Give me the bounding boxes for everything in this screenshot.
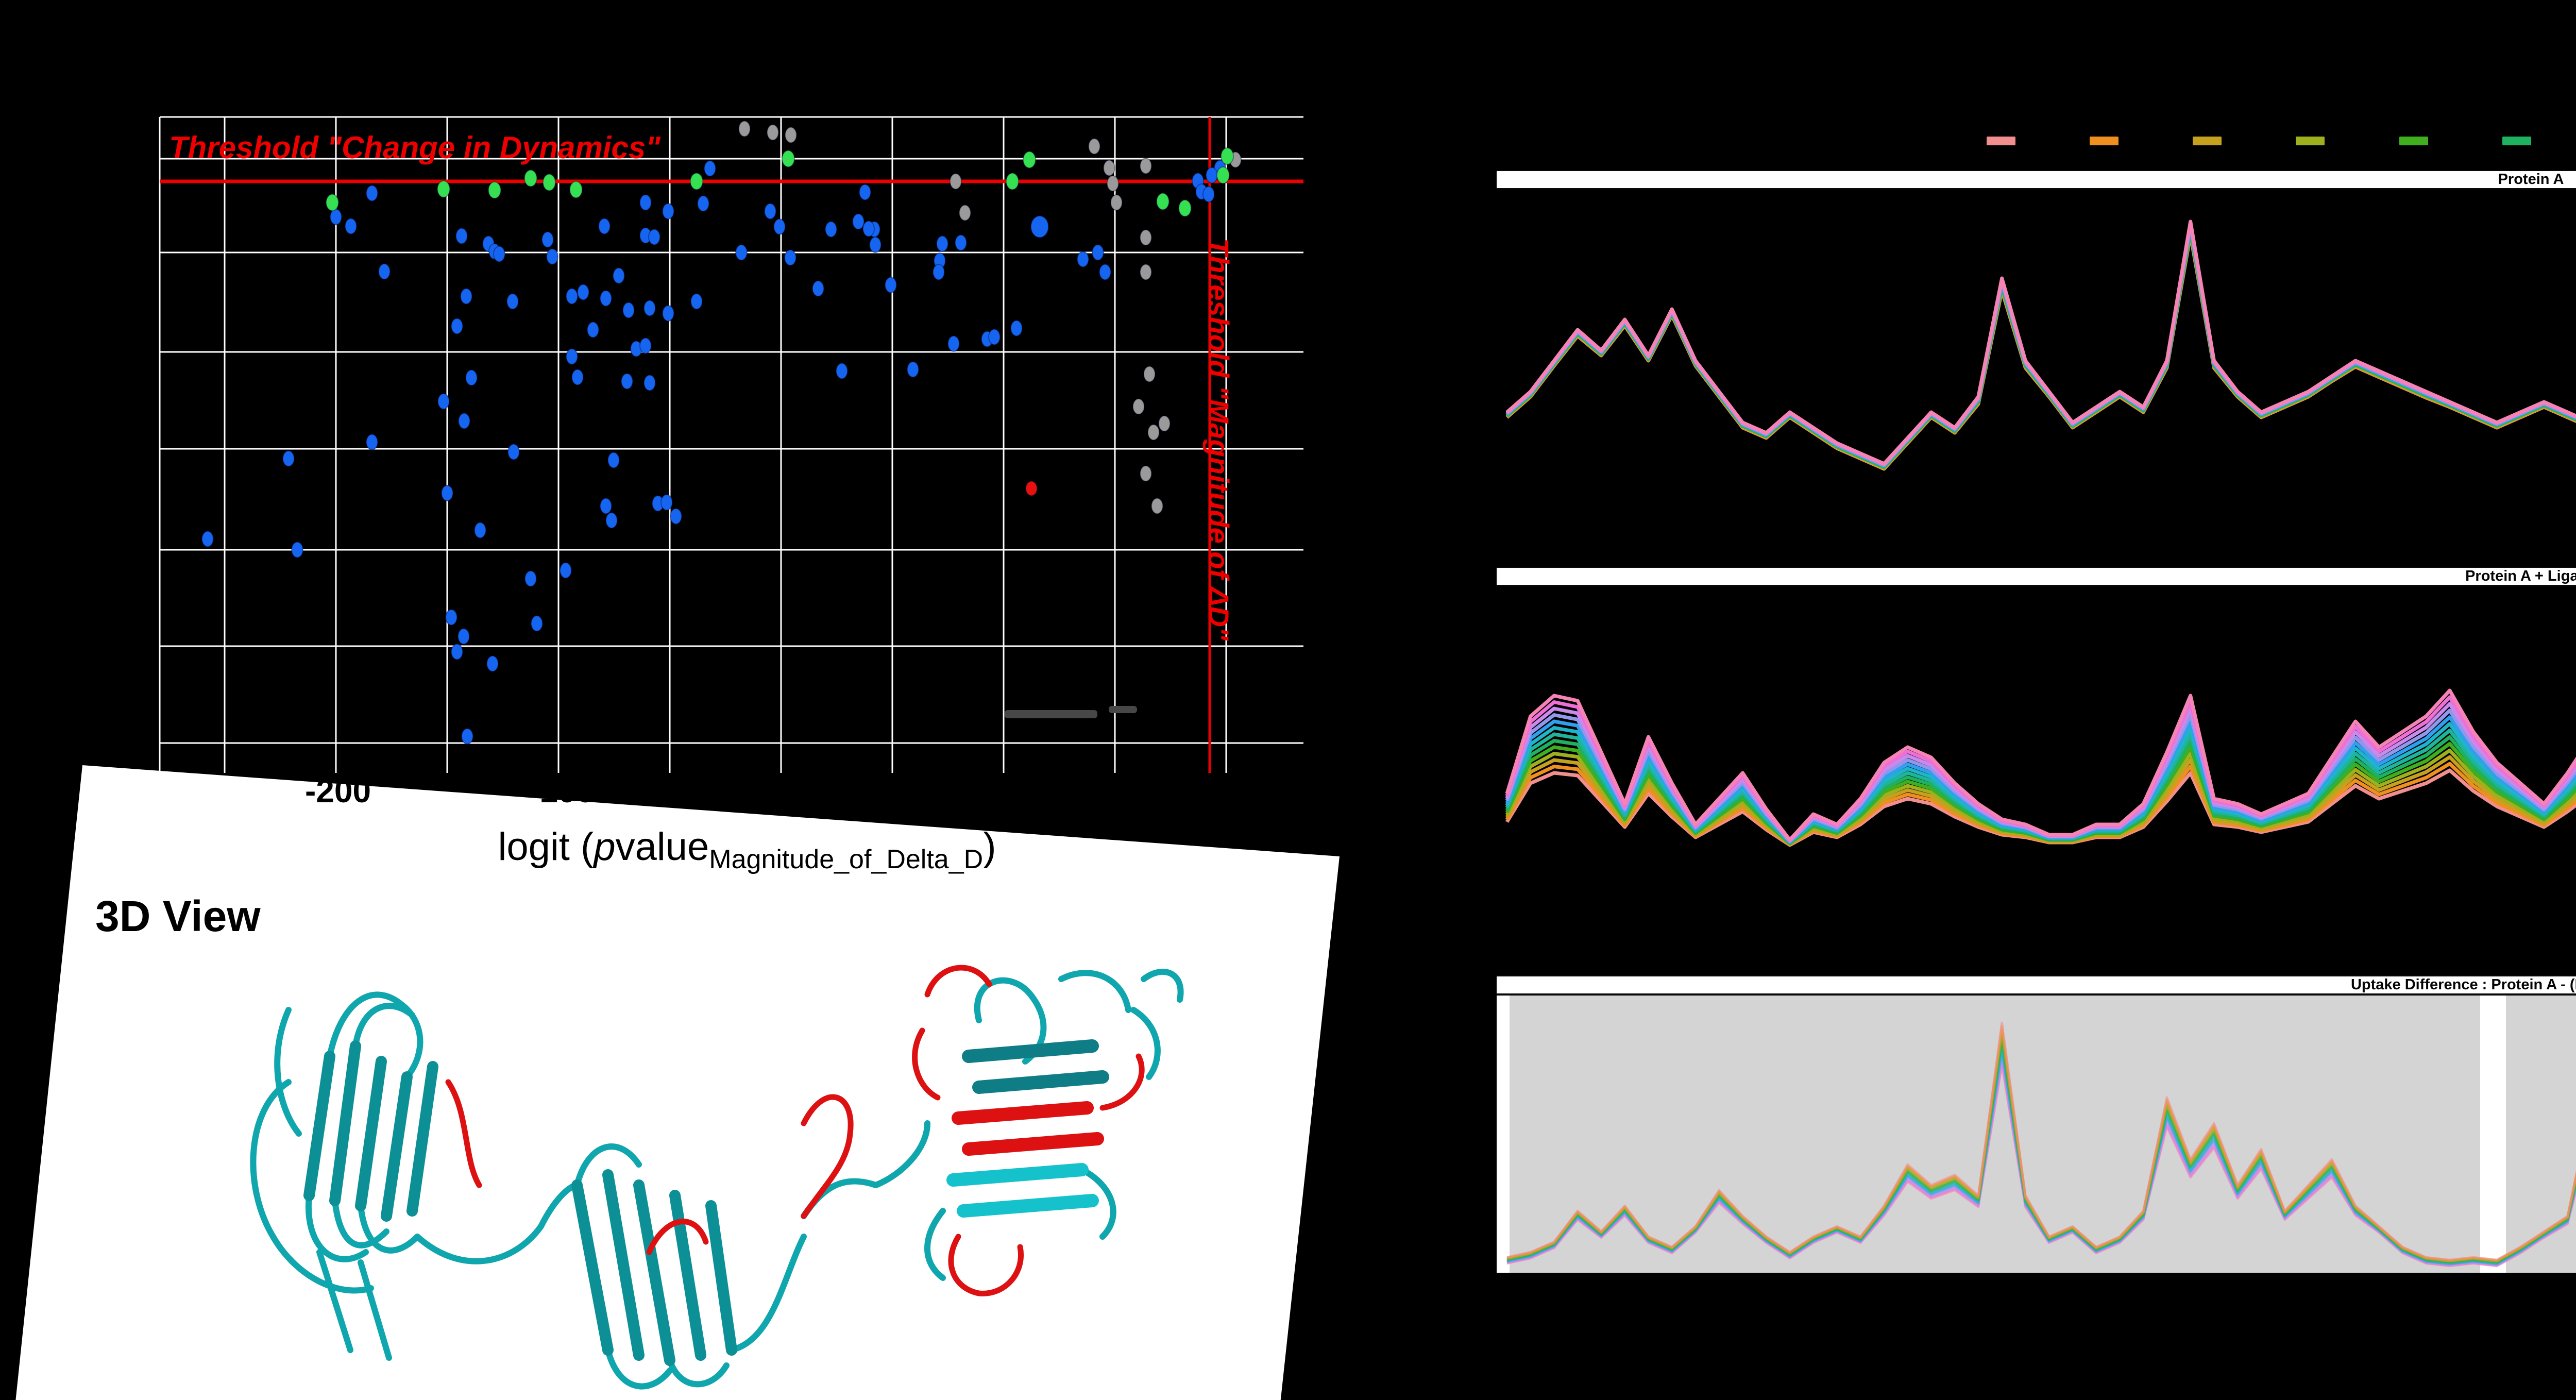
legend-swatch-4[interactable] — [2296, 137, 2325, 145]
x-axis-title: logit (pvalueMagnitude_of_Delta_D) — [498, 825, 996, 875]
chart-title-protein-a-ligand: Protein A + Ligand — [2465, 568, 2576, 584]
x-tick-100: -100 — [528, 772, 595, 809]
chart-title-protein-a: Protein A — [2498, 171, 2564, 188]
timepoint-legend — [1987, 137, 2576, 146]
legend-swatch-6[interactable] — [2502, 137, 2531, 145]
chart-title-uptake-difference: Uptake Difference : Protein A - (Protein… — [2350, 976, 2576, 993]
volcano-plot[interactable] — [155, 103, 1303, 773]
protein-ribbon — [250, 965, 1184, 1390]
legend-swatch-2[interactable] — [2090, 137, 2119, 145]
threshold-dynamics-label: Threshold "Change in Dynamics" — [169, 130, 660, 165]
legend-swatch-5[interactable] — [2399, 137, 2428, 145]
legend-swatch-3[interactable] — [2193, 137, 2222, 145]
uptake-charts[interactable] — [1497, 170, 2576, 1278]
chart-title-bar-uptake-difference: Uptake Difference : Protein A - (Protein… — [1497, 975, 2576, 995]
x-tick-200: -200 — [304, 772, 371, 809]
chart-title-bar-protein-a-ligand: Protein A + Ligand — [1497, 567, 2576, 586]
chart-title-bar-protein-a: Protein A — [1497, 170, 2576, 190]
legend-swatch-1[interactable] — [1987, 137, 2015, 145]
view3d-title: 3D View — [95, 892, 261, 940]
threshold-magnitude-label: Threshold "Magnitude of ΔD" — [1202, 238, 1235, 641]
